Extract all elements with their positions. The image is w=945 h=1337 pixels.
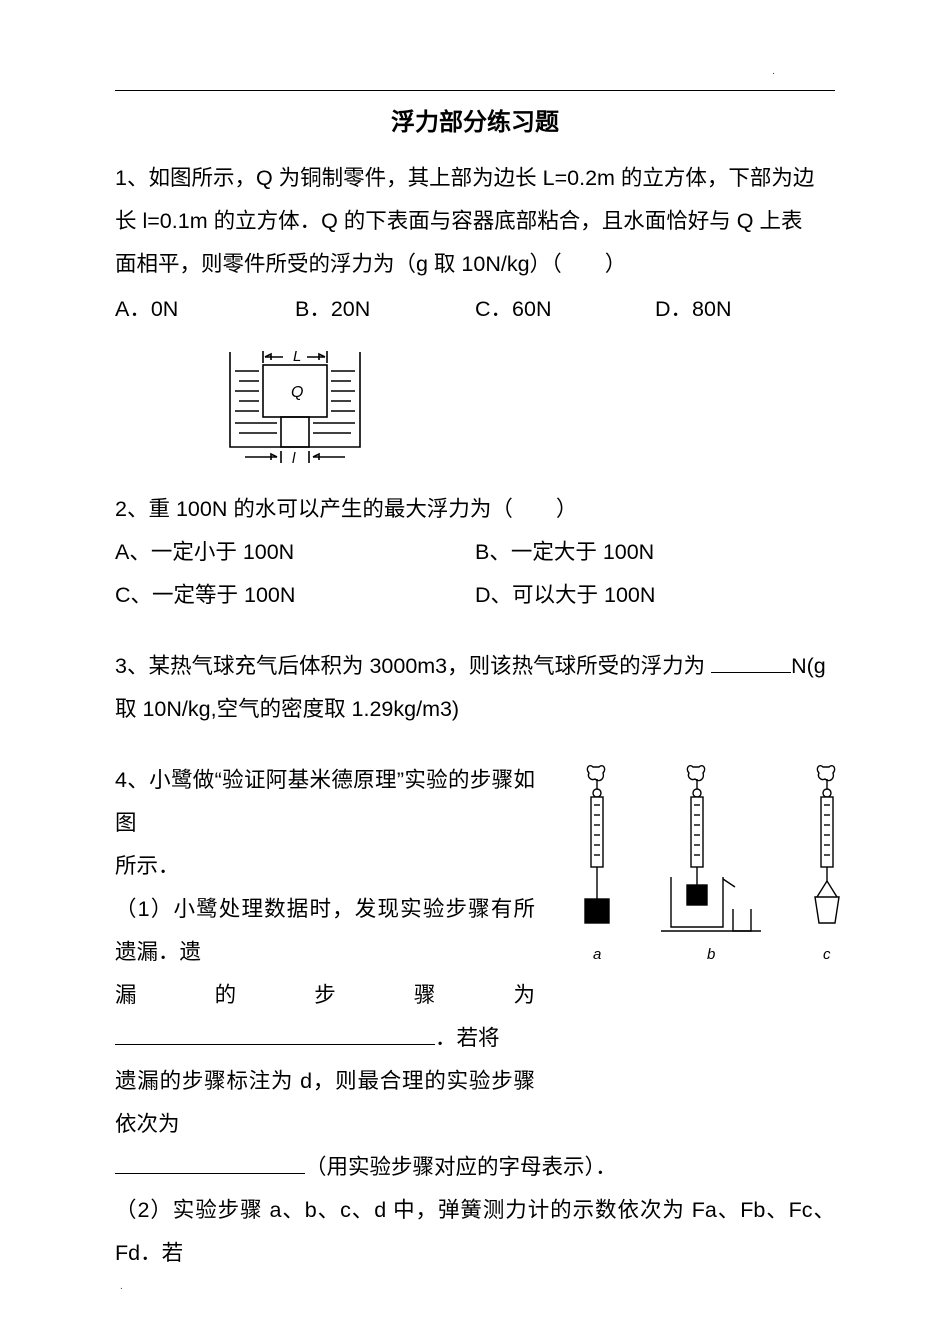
gap-2	[115, 731, 835, 759]
q4-p1d: （用实验步骤对应的字母表示）．	[115, 1146, 835, 1189]
corner-dot-top: .	[772, 62, 775, 82]
q4-fig-b: b	[707, 946, 715, 963]
page-title: 浮力部分练习题	[115, 99, 835, 147]
q1-opt-b: B．20N	[295, 288, 475, 331]
q4-intro1-t: 小鹭做“验证阿基米德原理”实验的步骤如图	[115, 768, 535, 835]
q4-p1b-pre: 漏的步骤为	[115, 983, 535, 1007]
q2-opt-b: B、一定大于 100N	[475, 531, 835, 574]
q4-p1a: （1）小鹭处理数据时，发现实验步骤有所遗漏．遗	[115, 888, 535, 974]
q1-line2: 长 l=0.1m 的立方体．Q 的下表面与容器底部粘合，且水面恰好与 Q 上表	[115, 200, 835, 243]
q4-text-wrap: 4、小鹭做“验证阿基米德原理”实验的步骤如图 所示． （1）小鹭处理数据时，发现…	[115, 759, 535, 1146]
gap-1	[115, 617, 835, 645]
top-rule	[115, 90, 835, 91]
q4-p1b: 漏的步骤为 ．若将	[115, 974, 535, 1060]
q4-blank1	[115, 1025, 435, 1045]
q3-line1: 3、某热气球充气后体积为 3000m3，则该热气球所受的浮力为 N(g	[115, 645, 835, 688]
q4-intro1: 4、小鹭做“验证阿基米德原理”实验的步骤如图	[115, 759, 535, 845]
q2-opt-d: D、可以大于 100N	[475, 574, 835, 617]
q1-opt-c: C．60N	[475, 288, 655, 331]
q4-figure-svg: a b c	[555, 759, 865, 974]
q2-opt-c: C、一定等于 100N	[115, 574, 475, 617]
q2-text: 重 100N 的水可以产生的最大浮力为（ ）	[148, 497, 577, 521]
q4-p1b-post: ．若将	[435, 1026, 500, 1050]
q1-options: A．0N B．20N C．60N D．80N	[115, 288, 835, 331]
q1-figure-svg: L Q l	[215, 337, 375, 467]
q2-number: 2、	[115, 497, 148, 521]
q2-options: A、一定小于 100N B、一定大于 100N C、一定等于 100N D、可以…	[115, 531, 835, 617]
q2-opt-a: A、一定小于 100N	[115, 531, 475, 574]
q3-line2: 取 10N/kg,空气的密度取 1.29kg/m3)	[115, 688, 835, 731]
q2-stem: 2、重 100N 的水可以产生的最大浮力为（ ）	[115, 488, 835, 531]
q3-blank	[711, 653, 791, 673]
q1-fig-Q: Q	[291, 384, 303, 401]
q3-number: 3、	[115, 654, 148, 678]
q1-text1: 如图所示，Q 为铜制零件，其上部为边长 L=0.2m 的立方体，下部为边	[148, 166, 814, 190]
q4-p2: （2）实验步骤 a、b、c、d 中，弹簧测力计的示数依次为 Fa、Fb、Fc、F…	[115, 1189, 835, 1275]
q1-line3: 面相平，则零件所受的浮力为（g 取 10N/kg）（ ）	[115, 243, 835, 286]
q3-tail: N(g	[791, 654, 826, 678]
q4-figure: a b c	[555, 759, 865, 989]
q1-line1: 1、如图所示，Q 为铜制零件，其上部为边长 L=0.2m 的立方体，下部为边	[115, 157, 835, 200]
q4-fig-c: c	[823, 946, 831, 963]
q4-p1d-post: （用实验步骤对应的字母表示）．	[305, 1155, 617, 1179]
q4-block: a b c 4、小鹭做“验证阿基米德原理”实验的步骤如图 所示． （1）小鹭处理…	[115, 759, 835, 1275]
q4-intro2: 所示．	[115, 845, 535, 888]
q4-number: 4、	[115, 768, 149, 792]
q1-fig-l: l	[292, 450, 296, 467]
q1-number: 1、	[115, 166, 148, 190]
q4-fig-a: a	[593, 946, 601, 963]
q4-p1c: 遗漏的步骤标注为 d，则最合理的实验步骤依次为	[115, 1060, 535, 1146]
page: . 浮力部分练习题 1、如图所示，Q 为铜制零件，其上部为边长 L=0.2m 的…	[0, 0, 945, 1337]
q1-figure: L Q l	[215, 337, 835, 482]
q1-fig-L: L	[293, 348, 301, 365]
q4-blank2	[115, 1154, 305, 1174]
q3-text1: 某热气球充气后体积为 3000m3，则该热气球所受的浮力为	[148, 654, 711, 678]
q1-opt-a: A．0N	[115, 288, 295, 331]
corner-dot-bottom: .	[120, 1277, 123, 1297]
q1-opt-d: D．80N	[655, 288, 835, 331]
